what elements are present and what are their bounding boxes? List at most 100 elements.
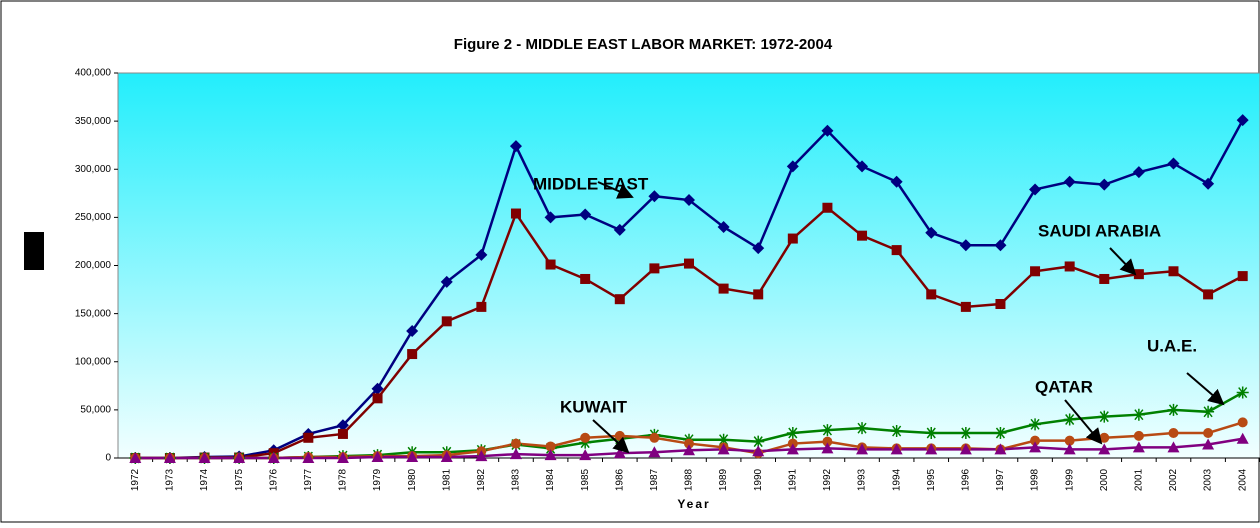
marker [648,190,661,203]
marker [1063,413,1076,426]
marker [648,446,661,458]
y-tick-label: 0 [105,453,111,464]
marker [545,441,556,452]
marker [1132,408,1145,421]
series-label: QATAR [1035,377,1093,396]
marker [786,426,799,439]
marker [925,226,938,239]
x-tick-label: 1986 [614,468,625,491]
x-tick-label: 1988 [684,468,695,491]
marker [959,239,972,252]
marker [1167,441,1180,453]
marker [440,451,453,463]
annotation-arrow [1064,399,1103,445]
marker [786,160,799,173]
marker [475,248,488,261]
marker [371,451,384,463]
marker [890,175,903,188]
marker [684,438,694,449]
marker [752,242,765,255]
x-axis-title: Year [677,497,710,511]
marker [890,443,903,455]
marker [925,443,938,455]
marker [1064,435,1075,446]
x-tick-label: 1977 [303,468,314,491]
marker [994,443,1007,455]
x-tick-label: 2000 [1099,468,1110,491]
marker [1029,418,1042,431]
marker [1099,273,1110,284]
x-tick-label: 2001 [1134,468,1145,491]
marker [233,452,246,463]
marker [994,426,1007,439]
marker [1132,441,1145,453]
x-tick-label: 1978 [338,468,349,491]
marker [198,452,211,463]
y-tick-label: 350,000 [75,116,112,127]
marker [1098,178,1111,191]
x-tick-label: 1976 [268,468,279,491]
marker [441,316,452,327]
x-tick-label: 1973 [165,468,176,491]
annotation-arrow [1109,247,1137,276]
marker [1237,417,1248,428]
marker [717,443,730,455]
marker [1202,405,1215,418]
series-label: SAUDI ARABIA [1038,221,1161,240]
redacted-label [24,232,44,270]
marker [1202,438,1215,450]
marker [1236,432,1249,444]
marker [786,443,799,455]
marker [302,452,315,463]
marker [822,202,833,213]
marker [821,442,834,454]
marker [649,432,660,443]
marker [1133,430,1144,441]
x-tick-label: 1985 [580,468,591,491]
marker [717,221,730,233]
marker [1237,271,1248,282]
x-tick-label: 1981 [441,468,452,491]
x-tick-label: 2003 [1203,468,1214,491]
marker [1064,261,1075,272]
series-label: U.A.E. [1147,336,1197,355]
marker [1236,114,1249,127]
marker [1098,443,1111,455]
x-tick-label: 1994 [891,468,902,491]
x-tick-label: 1997 [995,468,1006,491]
x-tick-label: 1972 [130,468,141,491]
marker [509,140,522,153]
x-tick-label: 1984 [545,468,556,491]
marker [545,259,556,270]
marker [129,452,142,463]
marker [1203,427,1214,438]
x-tick-label: 1993 [857,468,868,491]
marker [821,424,834,437]
marker [787,233,798,244]
x-tick-label: 2004 [1237,468,1248,491]
marker [614,294,625,305]
marker [1063,175,1076,188]
x-tick-label: 1990 [753,468,764,491]
marker [890,425,903,438]
marker [510,208,521,219]
marker [959,443,972,455]
x-tick-label: 1998 [1030,468,1041,491]
marker [1030,266,1041,277]
y-tick-label: 150,000 [75,308,112,319]
marker [1168,427,1179,438]
marker [891,245,902,256]
x-tick-label: 1980 [407,468,418,491]
marker [1133,269,1144,280]
x-tick-label: 1987 [649,468,660,491]
marker [336,419,349,432]
marker [821,124,834,137]
marker [440,275,453,288]
annotation-arrow [1186,372,1225,406]
marker [406,324,419,337]
marker [580,432,591,443]
marker [509,448,522,460]
marker [1063,443,1076,455]
